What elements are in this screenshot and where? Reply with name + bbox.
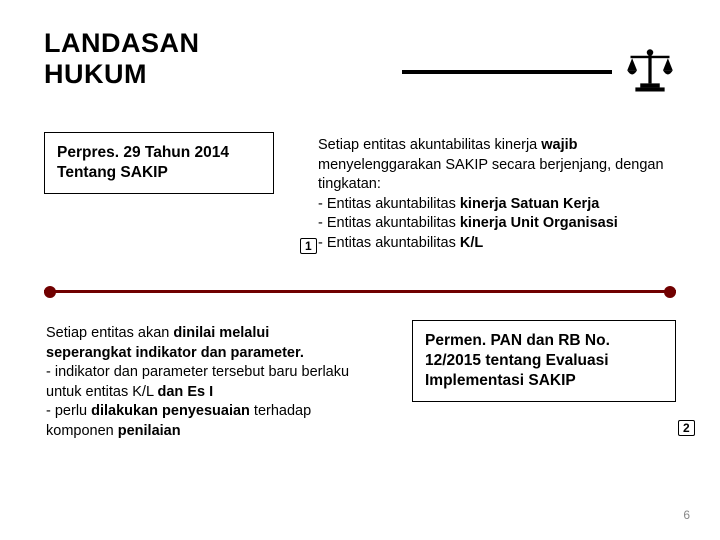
slide: LANDASAN HUKUM Perpres. xyxy=(0,0,720,540)
title-line2: HUKUM xyxy=(44,59,200,90)
header-right xyxy=(200,46,677,98)
item2-desc-col: Setiap entitas akan dinilai melalui sepe… xyxy=(44,320,354,443)
timeline xyxy=(44,284,676,300)
header-rule xyxy=(402,70,612,74)
item2-heading-col: Permen. PAN dan RB No. 12/2015 tentang E… xyxy=(412,320,676,443)
item1-desc-col: Setiap entitas akuntabilitas kinerja waj… xyxy=(316,132,676,255)
timeline-dot-1 xyxy=(44,286,56,298)
item2-heading-box: Permen. PAN dan RB No. 12/2015 tentang E… xyxy=(412,320,676,402)
title-line1: LANDASAN xyxy=(44,28,200,59)
header: LANDASAN HUKUM xyxy=(44,28,676,98)
item2-description: Setiap entitas akan dinilai melalui sepe… xyxy=(44,320,354,443)
scales-icon xyxy=(624,46,676,98)
title-block: LANDASAN HUKUM xyxy=(44,28,200,90)
item1-number: 1 xyxy=(300,238,317,254)
timeline-dot-2 xyxy=(664,286,676,298)
page-number: 6 xyxy=(683,508,690,522)
timeline-line xyxy=(44,290,676,293)
row-1: Perpres. 29 Tahun 2014 Tentang SAKIP Set… xyxy=(44,132,676,255)
item1-description: Setiap entitas akuntabilitas kinerja waj… xyxy=(316,132,676,255)
item1-heading-box: Perpres. 29 Tahun 2014 Tentang SAKIP xyxy=(44,132,274,194)
item2-number: 2 xyxy=(678,420,695,436)
item1-heading-col: Perpres. 29 Tahun 2014 Tentang SAKIP xyxy=(44,132,274,255)
row-2: Setiap entitas akan dinilai melalui sepe… xyxy=(44,320,676,443)
